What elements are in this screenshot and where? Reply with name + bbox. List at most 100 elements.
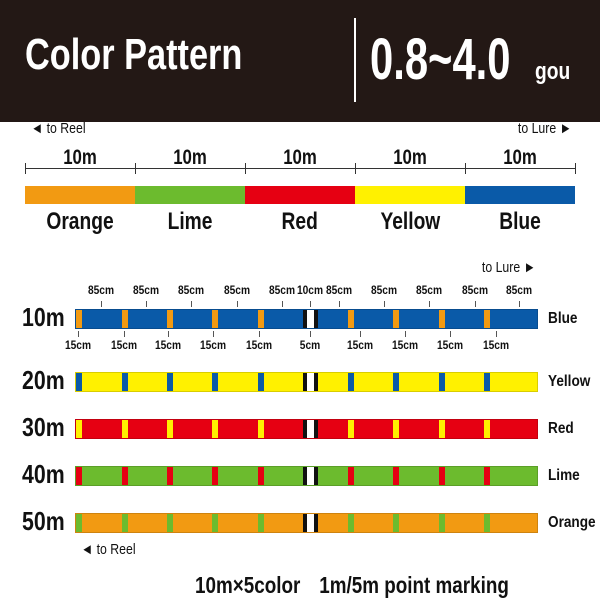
- row-color-name: Red: [548, 420, 574, 437]
- segment-name-text: Red: [281, 208, 319, 235]
- point-marker: [167, 373, 173, 391]
- point-marker: [348, 373, 354, 391]
- black-mark: [314, 310, 318, 328]
- segment-length-text: 10m: [393, 146, 427, 169]
- bottom-length-tick: [310, 331, 311, 337]
- point-marker: [258, 373, 264, 391]
- black-mark: [303, 420, 307, 438]
- segment-length-label: 10m: [25, 146, 135, 170]
- line-bar-yellow: [75, 372, 538, 392]
- point-marker: [122, 310, 128, 328]
- bottom-length-label: 15cm: [64, 338, 92, 352]
- white-mark: [307, 310, 314, 328]
- point-marker: [393, 373, 399, 391]
- bottom-length-tick: [405, 331, 406, 337]
- top-length-label: 85cm: [223, 283, 251, 297]
- line-bar-orange: [75, 513, 538, 533]
- row-length-label: 10m: [22, 302, 65, 332]
- point-marker: [76, 310, 82, 328]
- black-mark: [314, 373, 318, 391]
- point-marker: [212, 467, 218, 485]
- point-marker: [167, 420, 173, 438]
- segment-name-text: Orange: [46, 208, 114, 235]
- segment-length-text: 10m: [283, 146, 317, 169]
- header-divider: [354, 18, 356, 102]
- point-marker: [393, 467, 399, 485]
- top-length-tick: [191, 301, 192, 307]
- top-length-tick: [101, 301, 102, 307]
- black-mark: [314, 514, 318, 532]
- dimension-tick: [355, 163, 356, 174]
- point-marker: [439, 310, 445, 328]
- white-mark: [307, 514, 314, 532]
- segment-length-text: 10m: [173, 146, 207, 169]
- point-marker: [212, 310, 218, 328]
- top-length-label: 85cm: [505, 283, 533, 297]
- top-length-label: 85cm: [87, 283, 115, 297]
- segment-length-text: 10m: [503, 146, 537, 169]
- line-bar-lime: [75, 466, 538, 486]
- point-marker: [76, 514, 82, 532]
- segment-length-label: 10m: [355, 146, 465, 170]
- point-marker: [484, 373, 490, 391]
- bottom-length-tick: [450, 331, 451, 337]
- point-marker: [167, 467, 173, 485]
- point-marker: [439, 373, 445, 391]
- top-length-tick: [282, 301, 283, 307]
- segment-orange: [25, 186, 135, 204]
- row-length-label: 50m: [22, 506, 65, 536]
- dimension-line: [135, 168, 245, 169]
- dimension-line: [25, 168, 135, 169]
- point-marker: [258, 467, 264, 485]
- point-marker: [484, 310, 490, 328]
- segment-blue: [465, 186, 575, 204]
- top-length-tick: [146, 301, 147, 307]
- point-marker: [484, 420, 490, 438]
- bottom-length-label: 15cm: [482, 338, 510, 352]
- point-marker: [76, 467, 82, 485]
- dimension-line: [465, 168, 575, 169]
- point-marker: [439, 514, 445, 532]
- dimension-tick: [25, 163, 26, 174]
- top-length-label: 85cm: [325, 283, 353, 297]
- bottom-length-label: 15cm: [346, 338, 374, 352]
- detail-to-reel: ◄ to Reel: [80, 541, 136, 558]
- black-mark: [303, 310, 307, 328]
- overview-to-reel: ◄ to Reel: [30, 120, 86, 137]
- segment-name-label: Yellow: [355, 208, 465, 236]
- segment-name-text: Blue: [499, 208, 541, 235]
- segment-length-label: 10m: [465, 146, 575, 170]
- overview-to-lure: to Lure ►: [517, 120, 572, 137]
- segment-name-label: Orange: [25, 208, 135, 236]
- header-banner: Color Pattern 0.8~4.0 gou: [0, 0, 600, 122]
- bottom-length-tick: [360, 331, 361, 337]
- top-length-label: 85cm: [268, 283, 296, 297]
- point-marker: [348, 310, 354, 328]
- point-marker: [122, 373, 128, 391]
- point-marker: [76, 373, 82, 391]
- top-length-tick: [519, 301, 520, 307]
- point-marker: [212, 373, 218, 391]
- black-mark: [303, 373, 307, 391]
- dimension-tick: [245, 163, 246, 174]
- top-length-label: 85cm: [415, 283, 443, 297]
- row-color-name: Orange: [548, 514, 596, 531]
- point-marker: [439, 467, 445, 485]
- black-mark: [303, 467, 307, 485]
- row-color-name: Lime: [548, 467, 580, 484]
- dimension-tick: [135, 163, 136, 174]
- segment-name-label: Blue: [465, 208, 575, 236]
- segment-name-text: Lime: [167, 208, 213, 235]
- bottom-length-label: 15cm: [245, 338, 273, 352]
- bottom-length-label: 15cm: [436, 338, 464, 352]
- row-length-label: 30m: [22, 412, 65, 442]
- segment-lime: [135, 186, 245, 204]
- footer-caption: 10m×5color 1m/5m point marking: [195, 572, 509, 598]
- size-range: 0.8~4.0: [370, 27, 511, 92]
- dimension-tick: [465, 163, 466, 174]
- bottom-length-tick: [168, 331, 169, 337]
- bottom-length-tick: [213, 331, 214, 337]
- point-marker: [76, 420, 82, 438]
- point-marker: [258, 420, 264, 438]
- top-length-label: 85cm: [177, 283, 205, 297]
